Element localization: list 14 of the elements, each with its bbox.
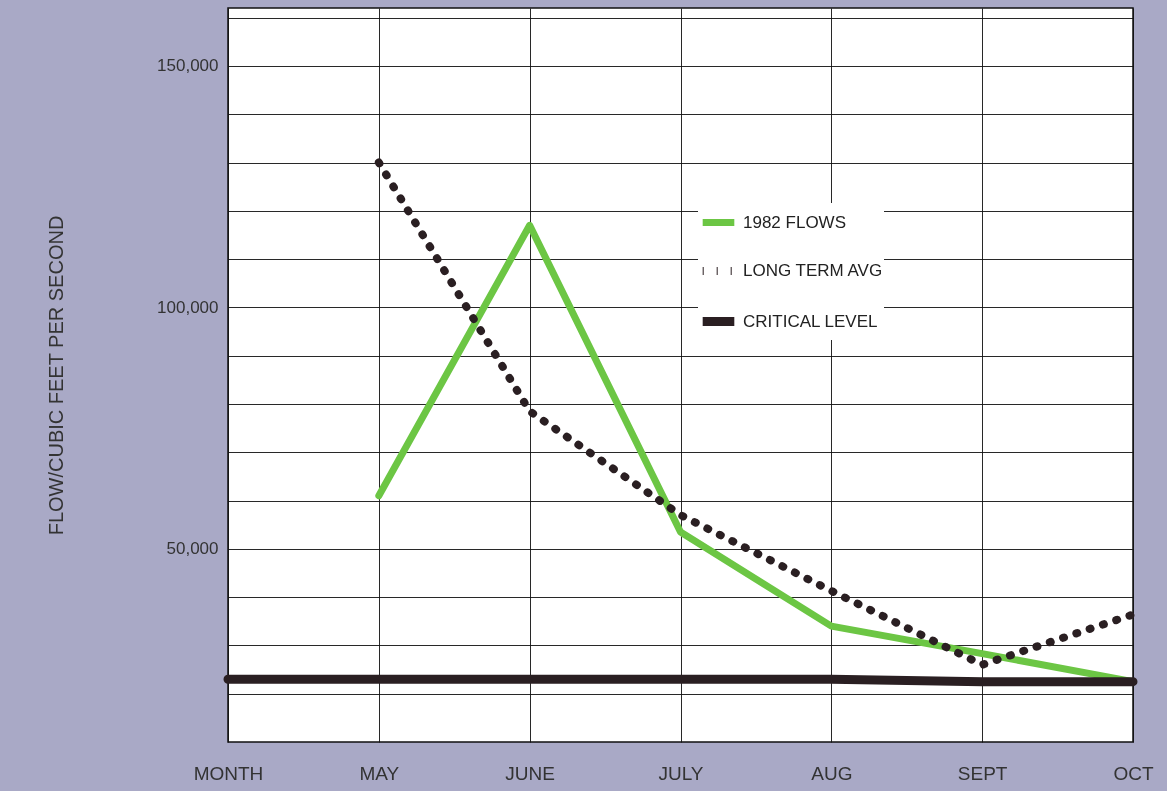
x-tick-label: JUNE [505,762,555,784]
x-tick-label: OCT [1113,762,1154,784]
y-tick-label: 150,000 [157,56,219,76]
x-tick-label: SEPT [957,762,1008,784]
x-tick-label: MAY [359,762,400,784]
x-tick-label: JULY [658,762,704,784]
legend-label: CRITICAL LEVEL [743,311,878,331]
x-tick-label: AUG [811,762,853,784]
legend-label: 1982 FLOWS [743,212,846,232]
x-tick-label: MONTH [193,762,264,784]
legend-label: LONG TERM AVG [743,261,883,280]
y-tick-label: 50,000 [166,539,219,559]
y-axis-title: FLOW/CUBIC FEET PER SECOND [45,215,68,536]
y-tick-label: 100,000 [157,297,219,317]
